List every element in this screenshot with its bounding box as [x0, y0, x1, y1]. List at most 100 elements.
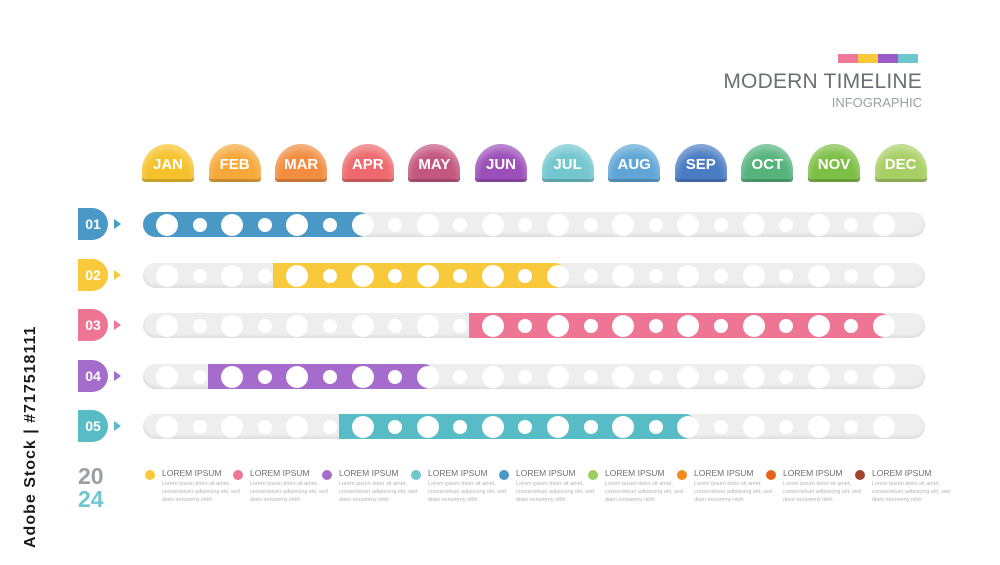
timeline-dot [286, 213, 309, 236]
timeline-dot [257, 217, 272, 232]
legend-dot-icon [766, 470, 776, 480]
color-strip-segment [858, 54, 878, 63]
timeline-dot [351, 415, 374, 438]
timeline-dot [351, 314, 374, 337]
timeline-dot [322, 369, 337, 384]
timeline-dot [481, 213, 504, 236]
timeline-dot [388, 268, 403, 283]
timeline-dot [221, 365, 244, 388]
row-label-01: 01 [78, 208, 108, 240]
timeline-dot [192, 369, 207, 384]
legend-title: LOREM IPSUM [339, 468, 399, 478]
timeline-dot [742, 365, 765, 388]
timeline-dot [872, 213, 895, 236]
timeline-dot [547, 365, 569, 388]
timeline-dot [481, 365, 504, 388]
timeline-dot [844, 217, 859, 232]
color-strip-segment [898, 54, 918, 63]
timeline-dot [648, 369, 663, 384]
month-aug: AUG [608, 144, 661, 182]
timeline-dot [221, 415, 244, 438]
legend-title: LOREM IPSUM [694, 468, 754, 478]
timeline-dot [156, 314, 178, 337]
timeline-dot [192, 268, 207, 283]
timeline-dot [677, 415, 700, 438]
row-arrow-icon [114, 320, 121, 330]
timeline-dot [453, 217, 468, 232]
legend-text: Lorem ipsum dolor sit amet, consectetuer… [783, 481, 861, 503]
legend-dot-icon [677, 470, 687, 480]
timeline-dot [612, 314, 635, 337]
color-strip-segment [878, 54, 898, 63]
stock-id-text: Adobe Stock | #717518111 [22, 325, 39, 548]
timeline-dot [257, 268, 272, 283]
row-label-05: 05 [78, 410, 108, 442]
timeline-dot [713, 419, 728, 434]
timeline-dot [713, 318, 728, 333]
timeline-dot [807, 264, 830, 287]
timeline-dot [257, 419, 272, 434]
timeline-dot [742, 415, 765, 438]
legend-dot-icon [499, 470, 509, 480]
legend-dot-icon [145, 470, 155, 480]
timeline-dot [221, 264, 244, 287]
timeline-dot [453, 369, 468, 384]
timeline-dot [257, 318, 272, 333]
timeline-dot [547, 415, 569, 438]
timeline-dot [481, 264, 504, 287]
month-may: MAY [408, 144, 461, 182]
month-jul: JUL [541, 144, 594, 182]
legend-title: LOREM IPSUM [605, 468, 665, 478]
timeline-dot [286, 365, 309, 388]
timeline-dot [612, 415, 635, 438]
legend-text: Lorem ipsum dolor sit amet, consectetuer… [250, 481, 328, 503]
legend-title: LOREM IPSUM [250, 468, 310, 478]
timeline-dot [872, 264, 895, 287]
timeline-dot [257, 369, 272, 384]
row-arrow-icon [114, 421, 121, 431]
timeline-dot [322, 419, 337, 434]
timeline-dot [322, 268, 337, 283]
timeline-dot [416, 365, 439, 388]
timeline-dot [322, 318, 337, 333]
timeline-dot [221, 314, 244, 337]
timeline-dot [388, 217, 403, 232]
timeline-dot [416, 264, 439, 287]
legend-dot-icon [233, 470, 243, 480]
timeline-dot [612, 365, 635, 388]
timeline-dot [351, 213, 374, 236]
timeline-dot [742, 264, 765, 287]
timeline-dot [518, 268, 533, 283]
timeline-dot [872, 314, 895, 337]
timeline-dot [677, 314, 700, 337]
timeline-dot [872, 365, 895, 388]
timeline-dot [453, 419, 468, 434]
row-label-02: 02 [78, 259, 108, 291]
color-strip-segment [838, 54, 858, 63]
timeline-dot [221, 213, 244, 236]
timeline-dot [351, 365, 374, 388]
year-bottom: 24 [78, 486, 104, 512]
timeline-dot [807, 213, 830, 236]
timeline-track-05 [143, 414, 925, 439]
timeline-dot [713, 369, 728, 384]
timeline-dot [844, 318, 859, 333]
timeline-dot [807, 365, 830, 388]
timeline-dot [872, 415, 895, 438]
row-arrow-icon [114, 270, 121, 280]
timeline-dot [648, 419, 663, 434]
legend-text: Lorem ipsum dolor sit amet, consectetuer… [339, 481, 417, 503]
legend-title: LOREM IPSUM [783, 468, 843, 478]
year-top: 20 [78, 463, 104, 489]
timeline-dot [286, 314, 309, 337]
timeline-dot [518, 419, 533, 434]
legend-title: LOREM IPSUM [162, 468, 222, 478]
timeline-dot [742, 213, 765, 236]
timeline-track-04 [143, 364, 925, 389]
timeline-dot [612, 213, 635, 236]
timeline-dot [713, 268, 728, 283]
timeline-dot [677, 264, 700, 287]
legend-text: Lorem ipsum dolor sit amet, consectetuer… [605, 481, 683, 503]
month-jan: JAN [142, 144, 194, 182]
legend-dot-icon [588, 470, 598, 480]
